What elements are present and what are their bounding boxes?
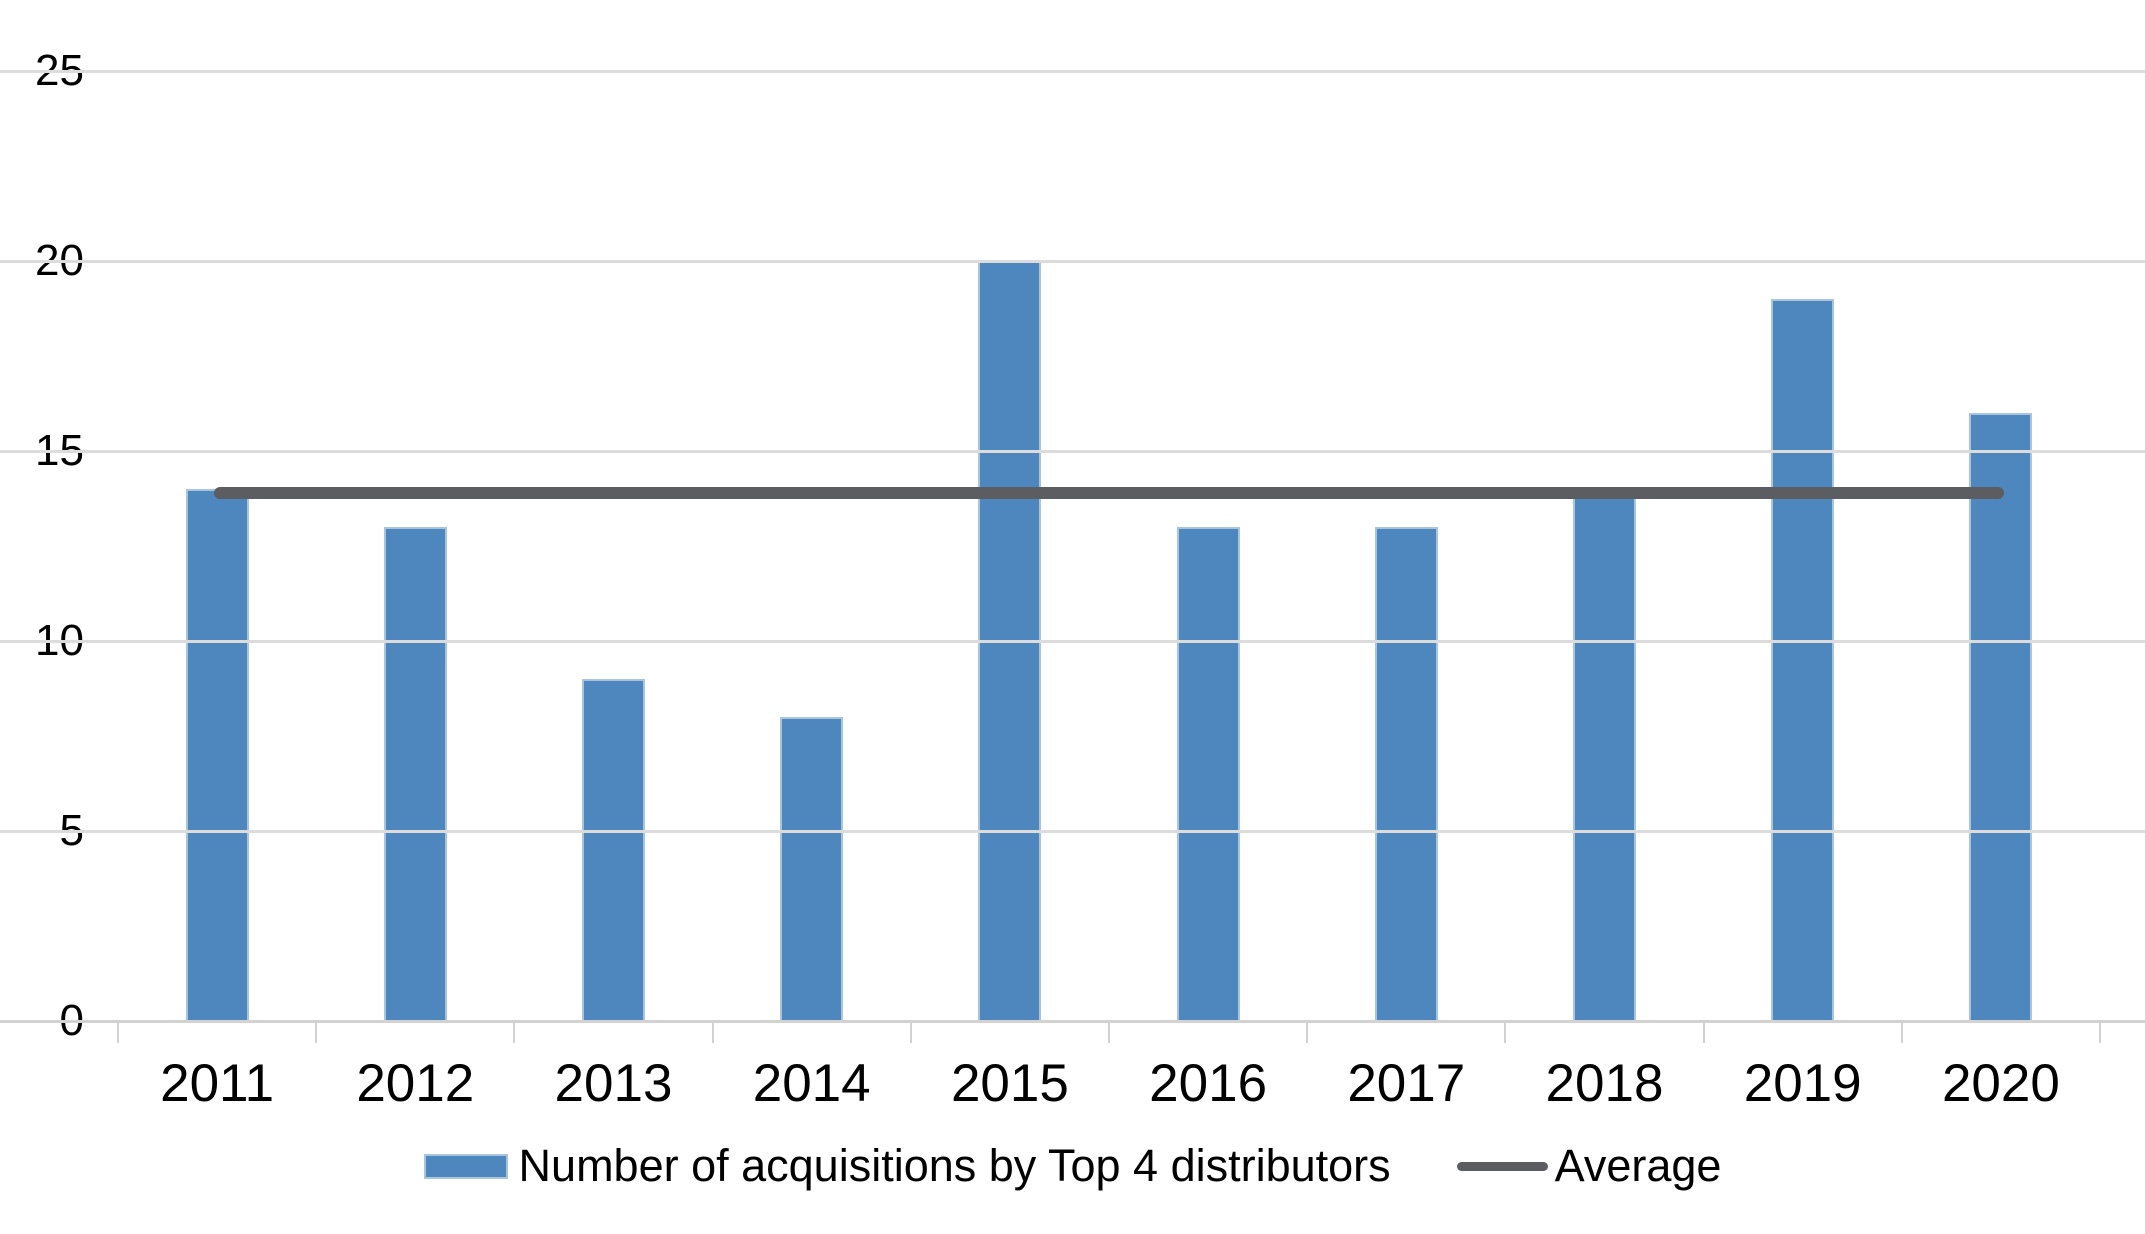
x-axis-label-2018: 2018: [1545, 1054, 1664, 1113]
x-axis-label-2012: 2012: [356, 1054, 475, 1113]
gridline-10: [0, 639, 2145, 643]
x-axis-line: [0, 1019, 2145, 1023]
x-axis-label-2014: 2014: [752, 1054, 871, 1113]
bar-2020: [1969, 413, 2033, 1021]
bar-2013: [582, 679, 645, 1021]
plot-area: [118, 71, 2100, 1021]
legend-bar-swatch-icon: [423, 1153, 508, 1179]
x-axis-label-2020: 2020: [1941, 1054, 2060, 1113]
x-axis-tick: [315, 1021, 318, 1043]
x-axis-tick: [2099, 1021, 2101, 1043]
legend-bar-label: Number of acquisitions by Top 4 distribu…: [518, 1140, 1391, 1191]
gridline-20: [0, 259, 2145, 263]
gridline-25: [0, 69, 2145, 73]
bar-2014: [780, 717, 844, 1021]
x-axis-label-2013: 2013: [554, 1054, 673, 1113]
legend-line-label: Average: [1554, 1140, 1722, 1191]
x-axis-tick: [117, 1021, 119, 1043]
legend: Number of acquisitions by Top 4 distribu…: [0, 1138, 2145, 1194]
bar-2018: [1573, 489, 1636, 1021]
bar-2016: [1176, 527, 1240, 1021]
legend-line-swatch-icon: [1456, 1161, 1548, 1171]
x-axis-label-2019: 2019: [1743, 1054, 1862, 1113]
bar-2012: [383, 527, 447, 1021]
x-axis-tick: [1504, 1021, 1507, 1043]
x-axis-label-2015: 2015: [950, 1054, 1069, 1113]
x-axis-tick: [1900, 1021, 1903, 1043]
x-axis-label-2016: 2016: [1149, 1054, 1268, 1113]
x-axis-tick: [711, 1021, 714, 1043]
x-axis-label-2011: 2011: [160, 1054, 275, 1113]
x-axis-tick: [1702, 1021, 1705, 1043]
bar-2019: [1771, 299, 1835, 1021]
x-axis-label-2017: 2017: [1347, 1054, 1466, 1113]
x-axis-tick: [909, 1021, 912, 1043]
bar-2011: [185, 489, 249, 1021]
x-axis-tick: [1108, 1021, 1110, 1043]
average-line: [214, 486, 2004, 499]
bar-2017: [1374, 527, 1438, 1021]
gridline-15: [0, 449, 2145, 453]
x-axis-tick: [513, 1021, 516, 1043]
x-axis-tick: [1306, 1021, 1309, 1043]
gridline-5: [0, 829, 2145, 833]
